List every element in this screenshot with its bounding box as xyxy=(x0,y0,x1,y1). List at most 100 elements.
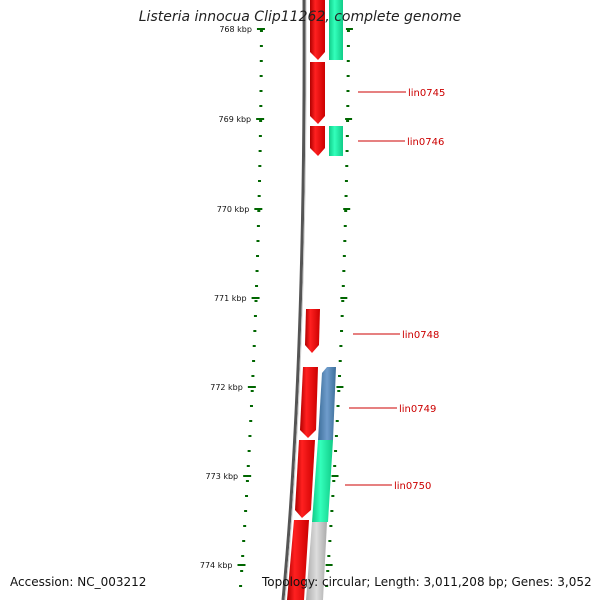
ruler-tick-label: 772 kbp xyxy=(210,383,243,392)
ruler-dot xyxy=(256,255,260,257)
ruler-dot xyxy=(255,270,259,272)
topology-text: Topology: circular; Length: 3,011,208 bp… xyxy=(262,575,592,589)
ruler-dot xyxy=(345,150,349,152)
ruler-dot xyxy=(333,465,337,467)
ruler-dot xyxy=(253,315,257,317)
gene-arrow-red-5 xyxy=(300,367,318,438)
ruler-major-tick xyxy=(251,297,260,299)
ruler-dot xyxy=(344,210,348,212)
ruler-dot xyxy=(259,30,263,32)
ruler-dot xyxy=(248,435,252,437)
ruler-dot xyxy=(246,465,250,467)
ruler-dot xyxy=(344,195,348,197)
ruler-dot xyxy=(346,75,350,77)
ruler-major-tick xyxy=(336,386,344,388)
ruler-dot xyxy=(336,405,340,407)
ruler-dot xyxy=(244,510,248,512)
gene-label[interactable]: lin0750 xyxy=(394,481,431,492)
ruler-dot xyxy=(342,270,346,272)
ruler-dot xyxy=(259,60,263,62)
gene-label[interactable]: lin0745 xyxy=(408,88,445,99)
ruler-dot xyxy=(257,210,261,212)
ruler-dots-right xyxy=(325,30,350,587)
gene-arrow-gray xyxy=(306,522,327,600)
ruler-dot xyxy=(258,180,262,182)
ruler-dot xyxy=(253,330,257,332)
ruler-dot xyxy=(334,435,338,437)
ruler-dot xyxy=(338,360,342,362)
ruler-dot xyxy=(243,525,247,527)
ruler-major-tick xyxy=(256,28,265,30)
ruler-tick-label: 769 kbp xyxy=(219,115,252,124)
ruler-dot xyxy=(326,570,330,572)
ruler-dot xyxy=(341,300,345,302)
ruler-tick-label: 771 kbp xyxy=(214,294,247,303)
gene-box-green-2 xyxy=(329,126,343,156)
gene-box-green-3 xyxy=(312,440,333,522)
ruler-dot xyxy=(341,285,345,287)
ruler-tick-label: 773 kbp xyxy=(206,472,239,481)
ruler-dot xyxy=(339,345,343,347)
genome-title: Listeria innocua Clip11262, complete gen… xyxy=(138,9,462,25)
gene-arrow-red-2 xyxy=(310,62,325,124)
ruler-dot xyxy=(346,30,350,32)
ruler-dot xyxy=(346,60,350,62)
gene-label[interactable]: lin0749 xyxy=(399,404,436,415)
ruler-dot xyxy=(259,105,263,107)
ruler-major-tick xyxy=(340,297,348,299)
gene-arrow-red-3 xyxy=(310,126,325,156)
ruler-dot xyxy=(241,555,245,557)
ruler-dot xyxy=(242,540,246,542)
ruler-dot xyxy=(331,495,335,497)
ruler-dot xyxy=(345,165,349,167)
ruler-tick-label: 774 kbp xyxy=(200,561,233,570)
ruler-dot xyxy=(255,285,259,287)
ruler-dot xyxy=(240,570,244,572)
gene-arrow-red-7 xyxy=(287,520,309,600)
ruler-dot xyxy=(342,255,346,257)
genome-backbone-highlight xyxy=(284,0,307,600)
ruler-dot xyxy=(335,420,339,422)
ruler-tick-label: 770 kbp xyxy=(217,205,250,214)
ruler-dot xyxy=(259,75,263,77)
ruler-dot xyxy=(343,225,347,227)
ruler-dot xyxy=(258,150,262,152)
ruler-dot xyxy=(343,240,347,242)
ruler-dot xyxy=(329,525,333,527)
ruler-dot xyxy=(337,390,341,392)
genome-backbone xyxy=(281,0,306,600)
ruler-major-tick xyxy=(256,118,265,120)
ruler-dot xyxy=(338,375,342,377)
ruler-dot xyxy=(327,555,331,557)
ruler-dot xyxy=(325,585,329,587)
ruler-dot xyxy=(340,315,344,317)
ruler-major-tick xyxy=(243,475,252,477)
ruler-tick-label: 768 kbp xyxy=(219,25,252,34)
ruler-dot xyxy=(330,510,334,512)
ruler-dot xyxy=(346,45,350,47)
gene-arrow-red-1 xyxy=(310,0,325,60)
ruler-ticks: 768 kbp 769 kbp 770 kbp 771 kbp 772 kbp 773 k… xyxy=(200,25,353,570)
ruler-dot xyxy=(344,180,348,182)
ruler-dot xyxy=(332,480,336,482)
ruler-major-tick xyxy=(345,118,353,120)
ruler-dot xyxy=(258,135,262,137)
ruler-dot xyxy=(256,240,260,242)
ruler-dot xyxy=(334,450,338,452)
gene-label[interactable]: lin0746 xyxy=(407,137,444,148)
ruler-dot xyxy=(258,165,262,167)
ruler-dot xyxy=(247,450,251,452)
ruler-dot xyxy=(252,360,256,362)
ruler-major-tick xyxy=(325,564,333,566)
ruler-dot xyxy=(328,540,332,542)
gene-label[interactable]: lin0748 xyxy=(402,330,439,341)
ruler-dot xyxy=(250,390,254,392)
ruler-dot xyxy=(245,480,249,482)
ruler-dot xyxy=(251,375,255,377)
ruler-major-tick xyxy=(343,208,351,210)
ruler-dot xyxy=(346,120,350,122)
gene-arrow-red-4 xyxy=(305,309,320,353)
ruler-dots-left xyxy=(239,30,263,587)
ruler-major-tick xyxy=(247,386,256,388)
